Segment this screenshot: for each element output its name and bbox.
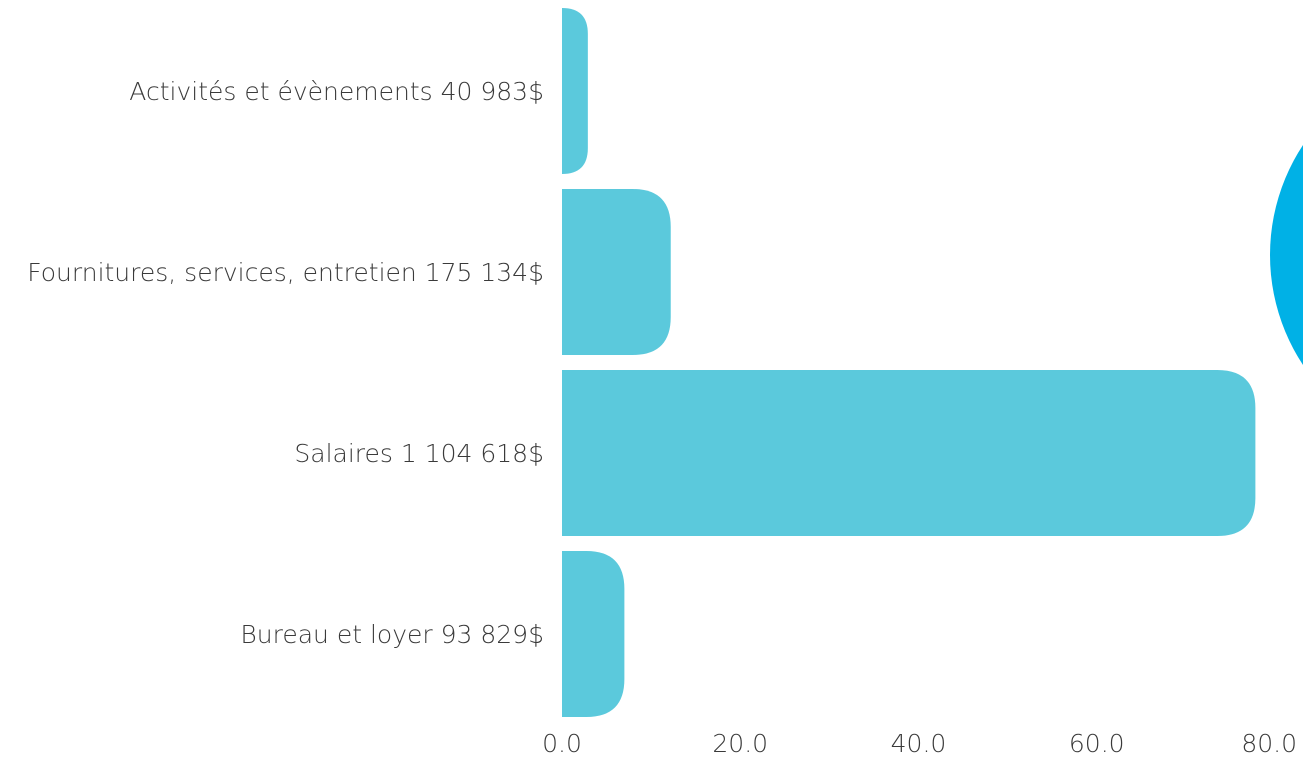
category-label: Activités et évènements 40 983$ [129, 77, 544, 106]
x-axis-ticks: 0.0 20.0 40.0 60.0 80.0 [542, 729, 1297, 758]
category-label: Salaires 1 104 618$ [294, 439, 544, 468]
bar [562, 189, 671, 355]
x-tick-label: 20.0 [712, 729, 768, 758]
x-tick-label: 60.0 [1069, 729, 1125, 758]
bar [562, 551, 625, 717]
category-label: Fournitures, services, entretien 175 134… [27, 258, 544, 287]
x-tick-label: 0.0 [542, 729, 582, 758]
bar [562, 370, 1256, 536]
category-label: Bureau et loyer 93 829$ [240, 620, 544, 649]
x-tick-label: 40.0 [891, 729, 947, 758]
bars-group [562, 8, 1256, 717]
category-labels: Activités et évènements 40 983$ Fournitur… [27, 77, 544, 649]
bar [562, 8, 588, 174]
x-tick-label: 80.0 [1241, 729, 1297, 758]
decorative-circle [1270, 145, 1303, 365]
